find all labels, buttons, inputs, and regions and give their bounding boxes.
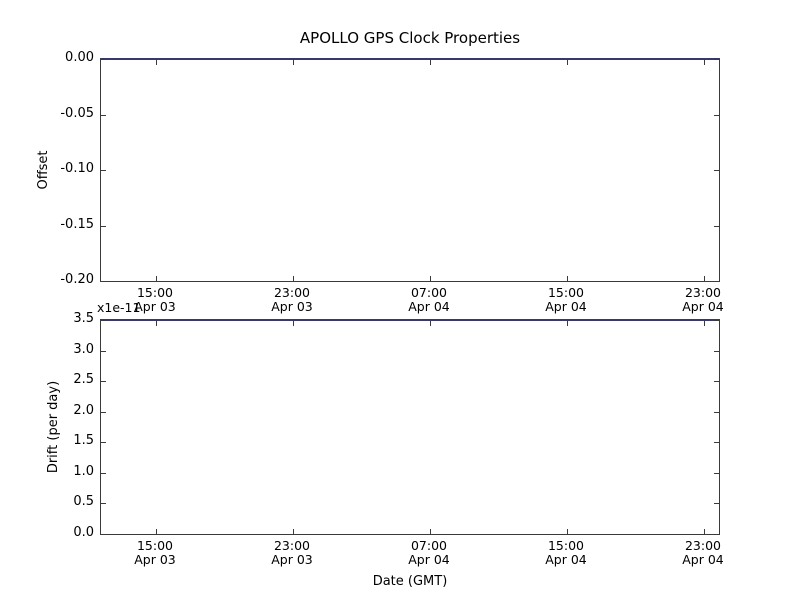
offset-y-tick-label: -0.15 (60, 217, 94, 232)
offset-y-tick-mark (101, 170, 106, 171)
drift-y-tick-mark (714, 442, 719, 443)
offset-x-tick-mark (704, 276, 705, 281)
offset-y-tick-mark (714, 170, 719, 171)
drift-x-tick-mark (293, 529, 294, 534)
drift-y-tick-label: 3.5 (73, 311, 94, 326)
drift-data-line (100, 319, 720, 321)
offset-y-tick-mark (101, 281, 106, 282)
offset-x-tick-mark (156, 60, 157, 65)
offset-y-tick-mark (101, 115, 106, 116)
drift-x-tick-label: 23:00 Apr 03 (271, 538, 313, 567)
offset-y-tick-mark (714, 59, 719, 60)
drift-y-tick-mark (101, 351, 106, 352)
drift-y-tick-mark (714, 503, 719, 504)
offset-x-tick-mark (567, 60, 568, 65)
drift-x-tick-mark (567, 529, 568, 534)
offset-x-tick-mark (430, 60, 431, 65)
offset-y-tick-mark (714, 115, 719, 116)
offset-x-tick-mark (567, 276, 568, 281)
drift-y-tick-label: 3.0 (73, 342, 94, 357)
offset-y-tick-mark (714, 281, 719, 282)
drift-y-tick-mark (101, 534, 106, 535)
drift-y-tick-mark (714, 534, 719, 535)
offset-y-tick-mark (101, 226, 106, 227)
drift-y-tick-label: 2.5 (73, 372, 94, 387)
drift-y-tick-label: 2.0 (73, 403, 94, 418)
offset-x-tick-mark (704, 60, 705, 65)
offset-y-tick-label: -0.05 (60, 106, 94, 121)
chart-title: APOLLO GPS Clock Properties (299, 29, 521, 47)
drift-y-tick-mark (714, 473, 719, 474)
drift-x-tick-mark (293, 321, 294, 326)
drift-y-tick-label: 0.0 (73, 525, 94, 540)
drift-y-tick-mark (714, 412, 719, 413)
drift-y-tick-mark (714, 381, 719, 382)
drift-y-tick-label: 1.0 (73, 464, 94, 479)
offset-x-tick-label: 23:00 Apr 03 (271, 285, 313, 314)
drift-x-tick-label: 23:00 Apr 04 (682, 538, 724, 567)
drift-y-tick-label: 1.5 (73, 433, 94, 448)
offset-data-line (100, 58, 720, 60)
drift-y-tick-mark (101, 412, 106, 413)
offset-y-tick-label: -0.10 (60, 161, 94, 176)
offset-x-tick-mark (156, 276, 157, 281)
offset-x-tick-label: 15:00 Apr 03 (134, 285, 176, 314)
drift-y-tick-mark (101, 320, 106, 321)
drift-x-tick-mark (704, 321, 705, 326)
drift-y-tick-mark (714, 320, 719, 321)
offset-y-tick-label: 0.00 (65, 50, 94, 65)
offset-x-tick-mark (293, 60, 294, 65)
offset-y-tick-label: -0.20 (60, 272, 94, 287)
drift-x-tick-mark (156, 321, 157, 326)
drift-y-tick-label: 0.5 (73, 494, 94, 509)
offset-plot-area (100, 58, 720, 282)
offset-x-tick-label: 23:00 Apr 04 (682, 285, 724, 314)
drift-x-tick-label: 07:00 Apr 04 (408, 538, 450, 567)
drift-plot-area (100, 319, 720, 535)
x-axis-label: Date (GMT) (372, 574, 448, 589)
drift-x-tick-mark (156, 529, 157, 534)
drift-x-tick-mark (430, 529, 431, 534)
offset-y-tick-mark (101, 59, 106, 60)
offset-x-tick-mark (430, 276, 431, 281)
drift-y-tick-mark (101, 503, 106, 504)
offset-x-tick-label: 07:00 Apr 04 (408, 285, 450, 314)
y-multiplier-label: x1e-11 (97, 300, 141, 315)
offset-y-tick-mark (714, 226, 719, 227)
offset-x-tick-mark (293, 276, 294, 281)
drift-y-tick-mark (101, 473, 106, 474)
offset-x-tick-label: 15:00 Apr 04 (545, 285, 587, 314)
drift-x-tick-mark (430, 321, 431, 326)
drift-y-tick-mark (714, 351, 719, 352)
drift-x-tick-mark (567, 321, 568, 326)
drift-x-tick-label: 15:00 Apr 03 (134, 538, 176, 567)
drift-x-tick-label: 15:00 Apr 04 (545, 538, 587, 567)
drift-y-tick-mark (101, 381, 106, 382)
drift-x-tick-mark (704, 529, 705, 534)
drift-y-tick-mark (101, 442, 106, 443)
